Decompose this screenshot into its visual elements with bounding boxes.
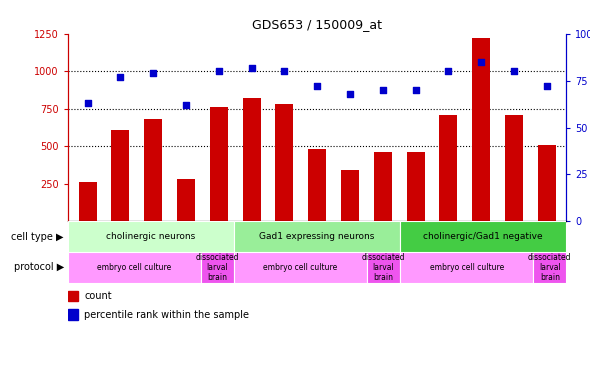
Point [476,59,486,65]
Point [116,74,125,80]
Bar [308,149,326,221]
Text: count: count [84,291,112,301]
Point [542,83,552,89]
Bar [112,130,129,221]
Text: percentile rank within the sample: percentile rank within the sample [84,309,250,320]
Bar [201,252,234,283]
Point [444,68,453,74]
Text: dissociated
larval
brain: dissociated larval brain [528,253,572,282]
Bar [234,221,400,252]
Point [345,91,355,97]
Text: dissociated
larval
brain: dissociated larval brain [362,253,405,282]
Text: embryo cell culture: embryo cell culture [263,263,337,272]
Title: GDS653 / 150009_at: GDS653 / 150009_at [252,18,382,31]
Bar [242,98,261,221]
Bar [400,221,566,252]
Text: protocol ▶: protocol ▶ [14,262,64,272]
Text: Gad1 expressing neurons: Gad1 expressing neurons [260,232,375,241]
Point [378,87,388,93]
Point [312,83,322,89]
Point [411,87,420,93]
Bar [276,104,293,221]
Text: cholinergic/Gad1 negative: cholinergic/Gad1 negative [424,232,543,241]
Text: embryo cell culture: embryo cell culture [430,263,504,272]
Bar [440,115,457,221]
Point [247,64,256,70]
Point [509,68,519,74]
Point [280,68,289,74]
Bar [144,119,162,221]
Bar [472,38,490,221]
Bar [177,178,195,221]
Bar [209,107,228,221]
Bar [68,291,78,301]
Point [149,70,158,76]
Text: cell type ▶: cell type ▶ [11,232,64,242]
Point [83,100,92,106]
Bar [68,252,201,283]
Bar [407,152,425,221]
Point [214,68,224,74]
Text: cholinergic neurons: cholinergic neurons [106,232,195,241]
Bar [68,309,78,320]
Bar [505,115,523,221]
Point [181,102,191,108]
Text: dissociated
larval
brain: dissociated larval brain [196,253,239,282]
Bar [537,145,556,221]
Bar [400,252,533,283]
Text: embryo cell culture: embryo cell culture [97,263,172,272]
Bar [341,170,359,221]
Bar [234,252,367,283]
Bar [367,252,400,283]
Bar [78,182,97,221]
Bar [533,252,566,283]
Bar [68,221,234,252]
Bar [373,152,392,221]
